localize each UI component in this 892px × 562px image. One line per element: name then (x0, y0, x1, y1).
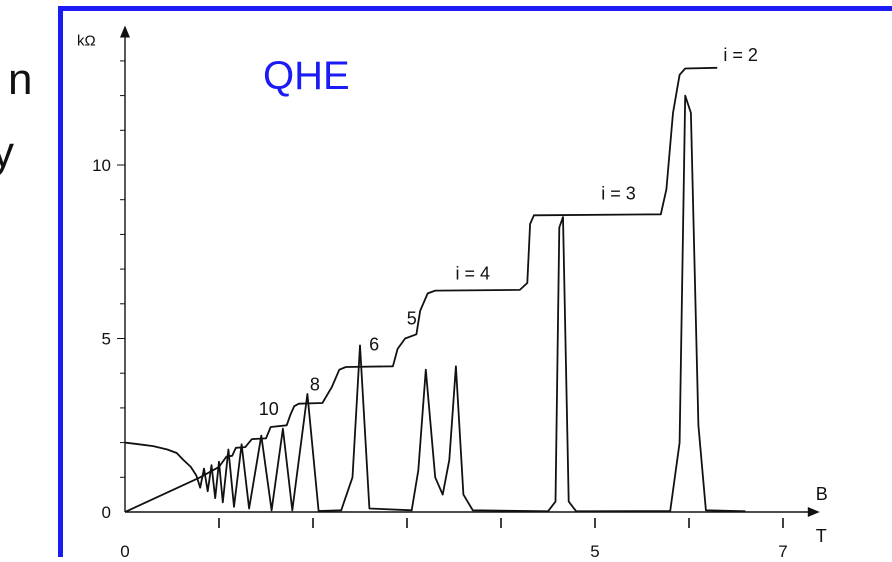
ticks: 0 5 10 0 5 7 (92, 60, 788, 561)
labels: 10 8 6 5 i = 4 i = 3 i = 2 QHE (259, 45, 758, 419)
x-tick-label: 7 (778, 542, 787, 561)
plateau-label: 5 (407, 309, 417, 329)
curves (124, 66, 746, 513)
series-line-longitudinal-resistance (124, 94, 746, 513)
y-axis-label: kΩ (77, 33, 96, 50)
x-tick-label: 5 (590, 542, 599, 561)
x-tick-label: 0 (120, 542, 129, 561)
plateau-label: i = 3 (601, 184, 636, 204)
y-tick-label: 10 (92, 156, 111, 175)
plateau-label: i = 2 (723, 45, 758, 65)
axes: kΩ B T (77, 25, 828, 546)
y-axis-arrow (120, 25, 130, 38)
chart-panel: kΩ B T 0 5 10 0 5 7 10 8 6 5 i = 4 i = 3 i = 2 QHE (58, 6, 892, 561)
y-tick-label: 0 (102, 503, 111, 522)
x-axis-arrow (807, 507, 820, 517)
y-tick-label: 5 (102, 330, 111, 349)
chart-title: QHE (263, 54, 350, 98)
side-text-n: n (8, 55, 33, 104)
plateau-label: 10 (259, 399, 279, 419)
plateau-label: 6 (369, 335, 379, 355)
plateau-label: 8 (310, 375, 320, 395)
x-axis-label: B (816, 484, 828, 504)
plateau-label: i = 4 (456, 264, 491, 284)
x-axis-unit: T (816, 526, 827, 546)
side-text-y: y (0, 128, 14, 177)
series-line-hall-resistance (124, 66, 718, 513)
qhe-chart: kΩ B T 0 5 10 0 5 7 10 8 6 5 i = 4 i = 3 i = 2 QHE (77, 25, 828, 561)
